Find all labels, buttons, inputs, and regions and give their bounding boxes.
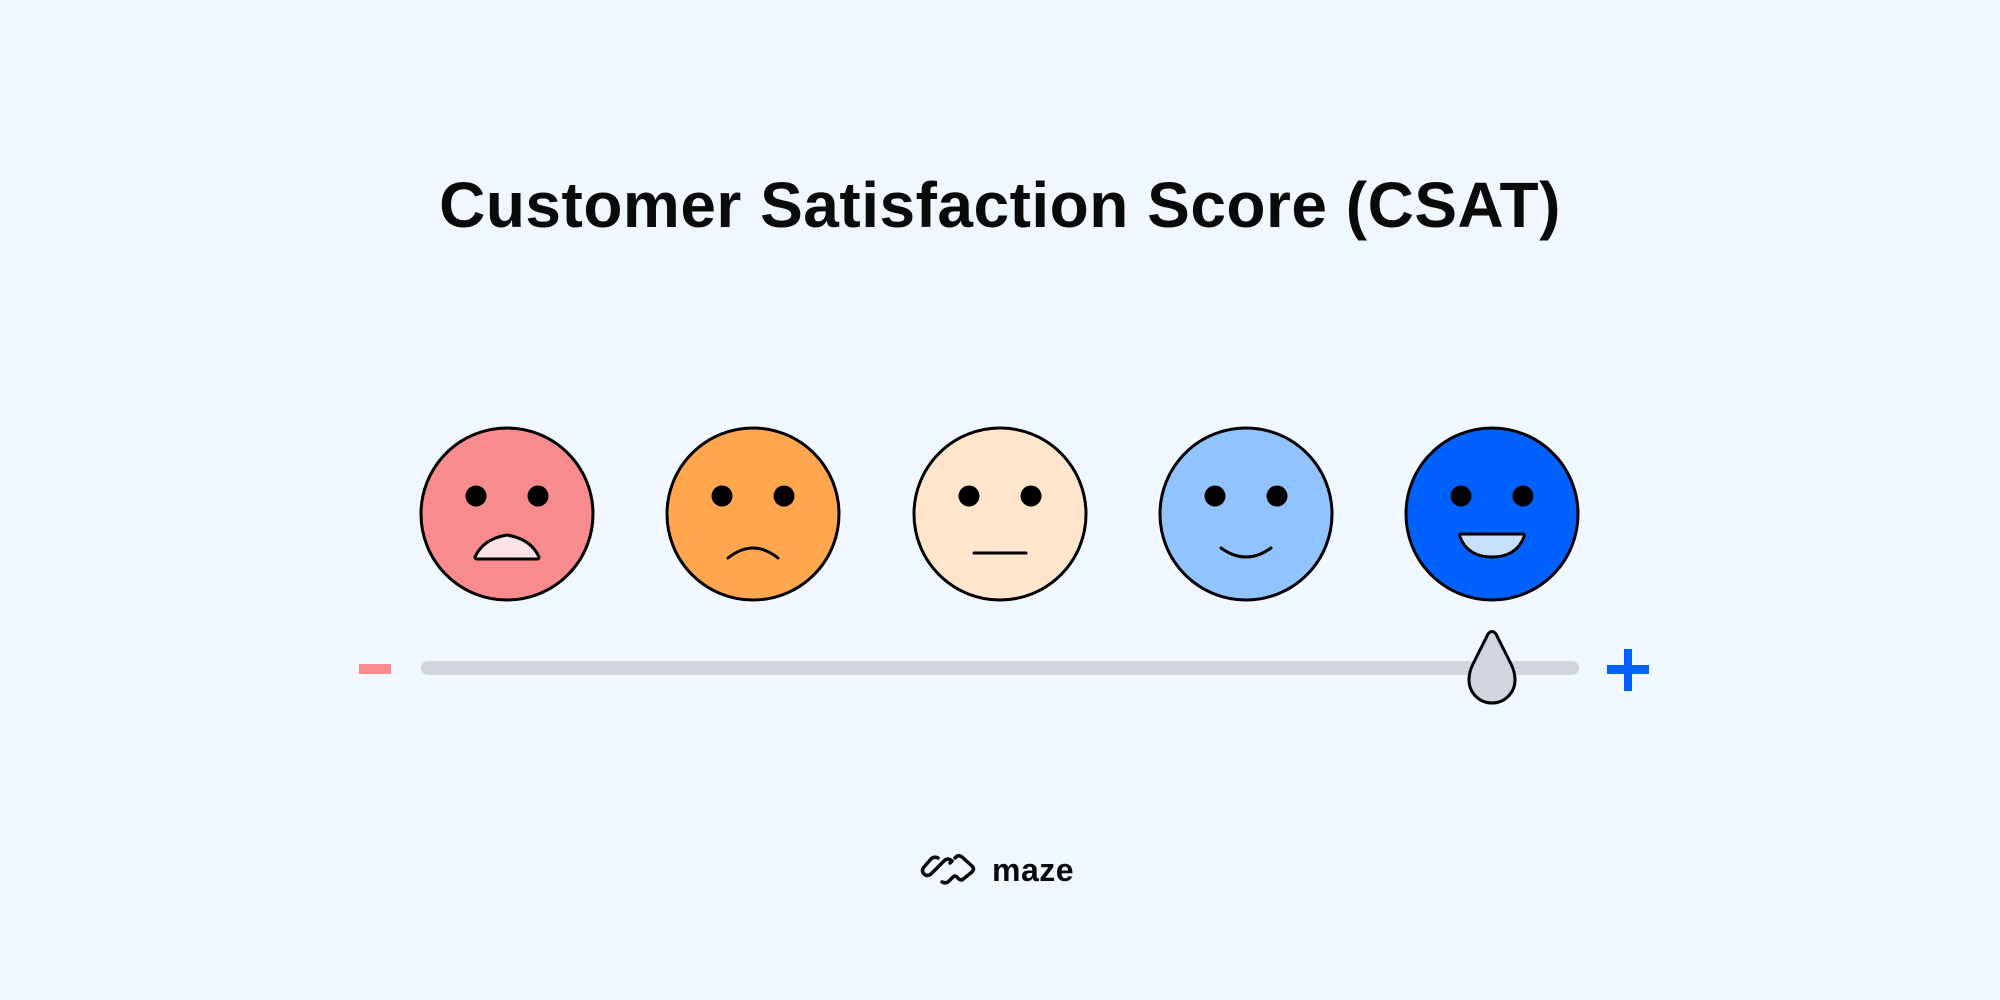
page-title: Customer Satisfaction Score (CSAT) <box>439 169 1561 241</box>
plus-icon <box>1607 649 1649 691</box>
brand-name: maze <box>992 851 1075 888</box>
face-very-dissatisfied[interactable] <box>419 426 595 602</box>
brand-logo: maze <box>920 850 1074 890</box>
face-satisfied[interactable] <box>1158 426 1334 602</box>
face-dissatisfied[interactable] <box>665 426 841 602</box>
maze-logo-icon <box>920 854 976 885</box>
satisfaction-slider-track[interactable] <box>421 661 1579 675</box>
face-very-satisfied[interactable] <box>1404 426 1580 602</box>
slider-thumb[interactable] <box>1464 630 1520 710</box>
face-neutral[interactable] <box>912 426 1088 602</box>
minus-icon <box>359 664 391 674</box>
